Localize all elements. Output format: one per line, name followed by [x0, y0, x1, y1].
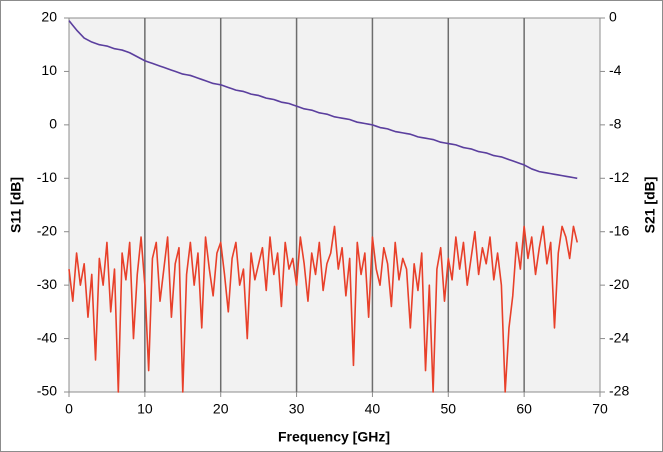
y-tick-label: -50	[37, 383, 57, 399]
y-axis-title: S11 [dB]	[8, 177, 24, 233]
y-tick-label: -20	[37, 222, 57, 238]
y2-tick-label: -28	[609, 383, 629, 399]
y-tick-label: -10	[37, 169, 57, 185]
y-tick-label: -30	[37, 276, 57, 292]
y-tick-label: 10	[41, 62, 57, 78]
series-line	[68, 20, 578, 180]
x-tick-label: 70	[592, 401, 608, 417]
x-axis-title: Frequency [GHz]	[278, 429, 390, 445]
y-tick-label: -40	[37, 329, 57, 345]
plot-area	[68, 17, 601, 393]
x-tick-label: 60	[516, 401, 532, 417]
x-tick-label: 20	[213, 401, 229, 417]
x-tick-label: 30	[289, 401, 305, 417]
series-line	[68, 225, 579, 393]
y-tick-label: 0	[49, 116, 57, 132]
x-tick-label: 10	[137, 401, 153, 417]
x-tick-label: 40	[365, 401, 381, 417]
y2-tick-label: -16	[609, 222, 629, 238]
y2-axis-title: S21 [dB]	[642, 177, 658, 234]
y2-tick-label: 0	[609, 9, 617, 25]
x-tick-label: 50	[440, 401, 456, 417]
y2-tick-label: -8	[609, 116, 622, 132]
y2-tick-label: -20	[609, 276, 629, 292]
y2-tick-label: -4	[609, 62, 622, 78]
x-tick-label: 0	[65, 401, 73, 417]
y2-tick-label: -24	[609, 329, 629, 345]
y-tick-label: 20	[41, 9, 57, 25]
y2-tick-label: -12	[609, 169, 629, 185]
